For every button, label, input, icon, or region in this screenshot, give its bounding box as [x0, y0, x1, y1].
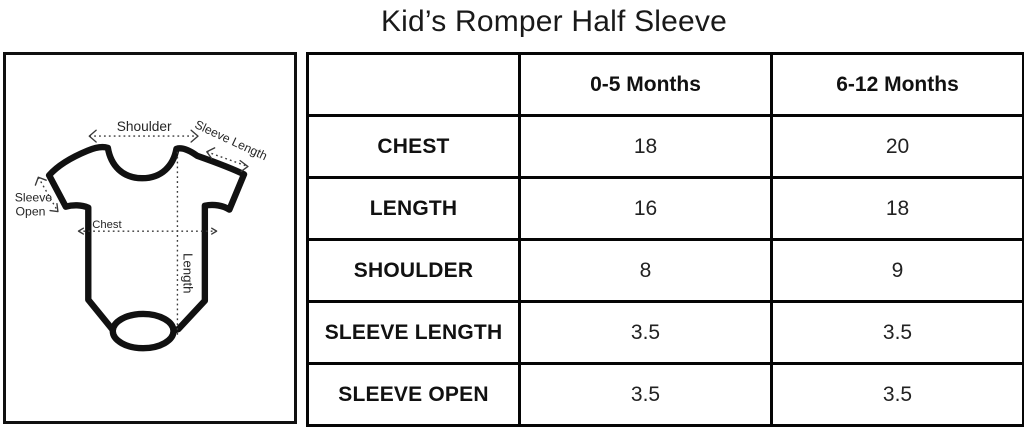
sleeve-open-dimension-line	[37, 176, 59, 212]
romper-crotch-shape	[109, 310, 177, 352]
sleeve-open-label-line2: Open	[16, 204, 46, 218]
chest-arrow-right-icon	[211, 227, 218, 235]
header-row: 0-5 Months 6-12 Months	[306, 52, 1024, 117]
sleeve-open-value-0-5: 3.5	[518, 362, 773, 427]
length-value-0-5: 16	[518, 176, 773, 241]
chest-value-0-5: 18	[518, 114, 773, 179]
chest-value-6-12: 20	[770, 114, 1024, 179]
romper-body-shape	[45, 143, 248, 338]
column-header-6-12-months: 6-12 Months	[770, 52, 1024, 117]
row-label-chest: CHEST	[306, 114, 521, 179]
romper-outline-drawing	[45, 143, 248, 352]
shoulder-label: Shoulder	[117, 119, 172, 134]
shoulder-arrow-right-icon	[190, 129, 199, 143]
row-label-sleeve-open: SLEEVE OPEN	[306, 362, 521, 427]
column-header-0-5-months: 0-5 Months	[518, 52, 773, 117]
table-row-chest: CHEST 18 20	[306, 114, 1024, 179]
row-label-shoulder: SHOULDER	[306, 238, 521, 303]
table-row-shoulder: SHOULDER 8 9	[306, 238, 1024, 303]
table-row-sleeve-open: SLEEVE OPEN 3.5 3.5	[306, 362, 1024, 427]
shoulder-value-6-12: 9	[770, 238, 1024, 303]
sleeve-length-value-6-12: 3.5	[770, 300, 1024, 365]
row-label-sleeve-length: SLEEVE LENGTH	[306, 300, 521, 365]
shoulder-arrow-left-icon	[88, 129, 97, 143]
romper-diagram-svg: Shoulder Sleeve Length Sleeve Open Chest…	[15, 117, 270, 352]
sleeve-open-arrow-top-icon	[34, 176, 47, 186]
length-label: Length	[180, 253, 195, 293]
chest-arrow-left-icon	[77, 227, 85, 235]
row-label-length: LENGTH	[306, 176, 521, 241]
corner-cell	[306, 52, 521, 117]
size-table: 0-5 Months 6-12 Months CHEST 18 20 LENGT…	[306, 52, 1024, 427]
page-title: Kid’s Romper Half Sleeve	[380, 5, 728, 38]
sleeve-open-arrow-bottom-icon	[49, 203, 59, 213]
shoulder-value-0-5: 8	[518, 238, 773, 303]
table-row-sleeve-length: SLEEVE LENGTH 3.5 3.5	[306, 300, 1024, 365]
sleeve-open-value-6-12: 3.5	[770, 362, 1024, 427]
chest-label: Chest	[92, 219, 122, 231]
length-value-6-12: 18	[770, 176, 1024, 241]
sleeve-length-arrow-right-icon	[239, 159, 249, 173]
table-row-length: LENGTH 16 18	[306, 176, 1024, 241]
romper-measurement-diagram: Shoulder Sleeve Length Sleeve Open Chest…	[3, 52, 297, 424]
sleeve-open-label-line1: Sleeve	[15, 191, 53, 205]
sleeve-length-value-0-5: 3.5	[518, 300, 773, 365]
sleeve-length-arrow-left-icon	[206, 147, 216, 160]
